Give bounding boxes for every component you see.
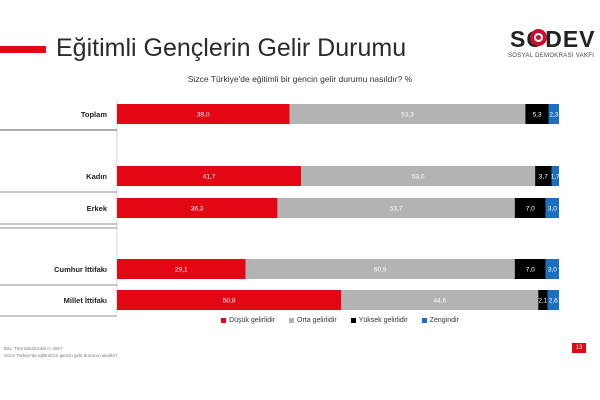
data-label: 41,7 <box>203 174 216 181</box>
bar-segment <box>245 259 515 279</box>
bar-segment <box>514 259 546 279</box>
data-label: 53,3 <box>401 112 414 119</box>
data-label: 29,1 <box>175 267 188 274</box>
bar-segment <box>525 104 549 124</box>
chart-legend: Düşük gelirlidir Orta gelirlidir Yüksek … <box>200 317 480 324</box>
legend-swatch-zengin <box>421 318 427 323</box>
legend-item-yuksek: Yüksek gelirlidir <box>350 317 408 324</box>
category-label: Kadın <box>86 172 107 181</box>
legend-label-yuksek: Yüksek gelirlidir <box>358 317 408 324</box>
bar-segment <box>117 166 302 186</box>
bar-segment <box>117 290 342 310</box>
bar-segment <box>551 166 559 186</box>
legend-label-orta: Orta gelirlidir <box>297 317 337 324</box>
sodev-logo: SODEV SOSYAL DEMOKRASİ VAKFI <box>508 26 596 66</box>
data-label: 2,1 <box>538 298 547 305</box>
data-label: 1,7 <box>551 174 560 181</box>
logo-wordmark: SODEV <box>510 26 596 52</box>
data-label: 7,0 <box>526 267 535 274</box>
bar-segment <box>117 198 278 218</box>
legend-item-orta: Orta gelirlidir <box>289 317 337 324</box>
legend-swatch-orta <box>289 318 294 323</box>
data-label: 36,3 <box>191 206 204 213</box>
bar-segment <box>341 290 539 310</box>
bar-segment <box>117 259 246 279</box>
bar-segment <box>535 166 552 186</box>
chart-question: Sizce Türkiye'de eğitimli bir gencin gel… <box>187 74 413 84</box>
footnote-question: Sizce Türkiye'de eğitimli bir gencin gel… <box>4 353 118 358</box>
bar-segment <box>545 259 559 279</box>
data-label: 7,0 <box>526 206 535 213</box>
category-label: Toplam <box>81 110 107 119</box>
bar-segment <box>289 104 526 124</box>
data-label: 60,9 <box>374 267 387 274</box>
legend-item-dusuk: Düşük gelirlidir <box>221 317 275 324</box>
title-accent-bar <box>0 46 46 53</box>
data-label: 53,7 <box>390 206 403 213</box>
legend-label-zengin: Zengindir <box>429 317 459 324</box>
data-label: 3,0 <box>548 206 557 213</box>
bar-segment <box>277 198 515 218</box>
logo-subtitle: SOSYAL DEMOKRASİ VAKFI <box>508 53 595 59</box>
data-label: 3,7 <box>539 174 548 181</box>
category-label: Erkek <box>87 204 108 213</box>
category-label: Millet İttifakı <box>64 296 107 305</box>
bar-segment <box>117 104 290 124</box>
data-label: 2,6 <box>549 298 558 305</box>
data-label: 5,3 <box>533 112 542 119</box>
bar-segment <box>538 290 548 310</box>
legend-swatch-dusuk <box>221 318 227 323</box>
bar-segment <box>547 290 559 310</box>
data-label: 50,8 <box>223 298 236 305</box>
legend-item-zengin: Zengindir <box>421 317 459 324</box>
page-number: 13 <box>572 343 586 353</box>
page-title: Eğitimli Gençlerin Gelir Durumu <box>56 34 407 62</box>
category-label: Cumhur İttifakı <box>54 265 107 274</box>
bar-segment <box>545 198 559 218</box>
bar-segment <box>514 198 546 218</box>
data-label: 2,3 <box>549 112 558 119</box>
legend-label-dusuk: Düşük gelirlidir <box>229 317 275 324</box>
logo-seal-icon <box>530 29 547 46</box>
data-label: 44,6 <box>433 298 446 305</box>
data-label: 39,0 <box>197 112 210 119</box>
footnote-base: Baz: Tüm katılımcılar n: 2067 <box>4 346 63 351</box>
bar-segment <box>301 166 536 186</box>
data-label: 3,0 <box>548 267 557 274</box>
legend-swatch-yuksek <box>350 318 356 323</box>
bar-segment <box>548 104 559 124</box>
data-label: 53,0 <box>412 174 425 181</box>
